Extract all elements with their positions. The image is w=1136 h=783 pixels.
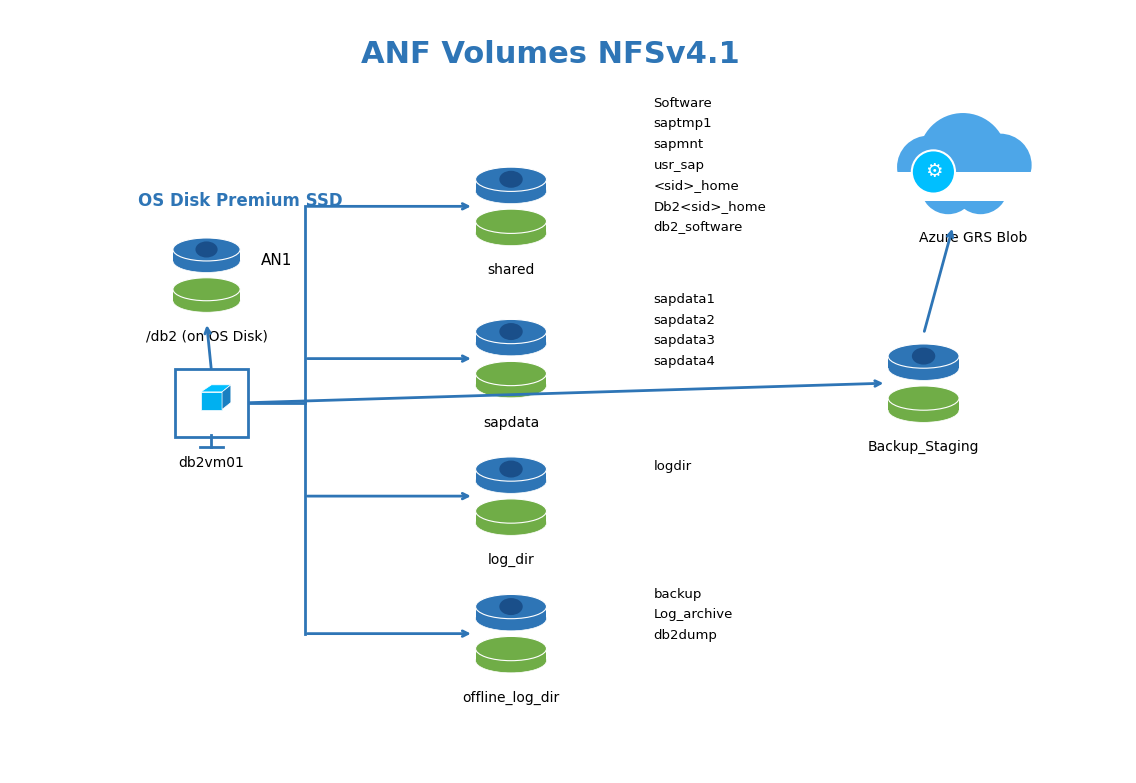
Ellipse shape <box>476 167 546 191</box>
Text: sapmnt: sapmnt <box>653 138 703 151</box>
Text: saptmp1: saptmp1 <box>653 117 712 130</box>
Ellipse shape <box>476 319 546 344</box>
Polygon shape <box>476 222 546 233</box>
Ellipse shape <box>195 241 218 258</box>
Polygon shape <box>476 469 546 482</box>
Ellipse shape <box>173 250 240 272</box>
Ellipse shape <box>476 457 546 482</box>
Ellipse shape <box>476 637 546 661</box>
Polygon shape <box>476 607 546 619</box>
Ellipse shape <box>476 373 546 398</box>
Ellipse shape <box>912 348 935 365</box>
Text: sapdata4: sapdata4 <box>653 355 716 368</box>
Text: usr_sap: usr_sap <box>653 159 704 171</box>
Ellipse shape <box>476 209 546 233</box>
Text: Azure GRS Blob: Azure GRS Blob <box>919 231 1027 245</box>
Text: Log_archive: Log_archive <box>653 608 733 622</box>
Polygon shape <box>476 648 546 661</box>
Text: AN1: AN1 <box>260 253 292 268</box>
Text: sapdata1: sapdata1 <box>653 293 716 306</box>
Ellipse shape <box>888 386 959 410</box>
Ellipse shape <box>476 511 546 536</box>
Text: <sid>_home: <sid>_home <box>653 179 740 192</box>
Circle shape <box>912 150 955 193</box>
Ellipse shape <box>476 331 546 355</box>
Text: offline_log_dir: offline_log_dir <box>462 691 560 705</box>
FancyBboxPatch shape <box>175 369 248 437</box>
Ellipse shape <box>500 323 523 340</box>
Polygon shape <box>173 250 240 261</box>
Circle shape <box>920 159 976 215</box>
Ellipse shape <box>500 171 523 188</box>
Polygon shape <box>476 331 546 344</box>
Ellipse shape <box>476 648 546 673</box>
Ellipse shape <box>476 469 546 493</box>
Ellipse shape <box>476 594 546 619</box>
Text: sapdata3: sapdata3 <box>653 334 716 348</box>
Ellipse shape <box>888 344 959 368</box>
Ellipse shape <box>476 222 546 246</box>
Polygon shape <box>889 172 1036 201</box>
Circle shape <box>919 113 1008 201</box>
Text: db2_software: db2_software <box>653 221 743 233</box>
Text: logdir: logdir <box>653 460 692 473</box>
Text: sapdata2: sapdata2 <box>653 314 716 327</box>
Text: db2vm01: db2vm01 <box>178 456 244 471</box>
Text: OS Disk Premium SSD: OS Disk Premium SSD <box>137 193 342 211</box>
Text: Db2<sid>_home: Db2<sid>_home <box>653 200 767 213</box>
Text: shared: shared <box>487 263 535 277</box>
Polygon shape <box>476 179 546 191</box>
Text: log_dir: log_dir <box>487 553 534 567</box>
Text: ANF Volumes NFSv4.1: ANF Volumes NFSv4.1 <box>361 40 740 69</box>
Text: backup: backup <box>653 588 702 601</box>
Ellipse shape <box>173 278 240 301</box>
Ellipse shape <box>173 289 240 312</box>
Polygon shape <box>476 373 546 386</box>
Text: db2dump: db2dump <box>653 629 717 642</box>
Polygon shape <box>476 511 546 523</box>
Polygon shape <box>888 398 959 410</box>
Ellipse shape <box>888 356 959 381</box>
Text: Software: Software <box>653 97 712 110</box>
Polygon shape <box>201 392 222 410</box>
Ellipse shape <box>173 238 240 261</box>
Circle shape <box>953 159 1008 215</box>
Polygon shape <box>222 384 231 410</box>
Polygon shape <box>201 384 231 392</box>
Polygon shape <box>173 289 240 301</box>
Ellipse shape <box>476 499 546 523</box>
Text: /db2 (on OS Disk): /db2 (on OS Disk) <box>145 329 267 343</box>
Ellipse shape <box>500 598 523 615</box>
Text: sapdata: sapdata <box>483 416 540 430</box>
Text: ⚙: ⚙ <box>925 162 942 182</box>
Ellipse shape <box>500 460 523 478</box>
Ellipse shape <box>476 362 546 386</box>
Polygon shape <box>888 356 959 368</box>
Ellipse shape <box>888 398 959 422</box>
Circle shape <box>969 134 1031 197</box>
Circle shape <box>897 135 960 198</box>
Ellipse shape <box>476 607 546 631</box>
Text: Backup_Staging: Backup_Staging <box>868 440 979 454</box>
Ellipse shape <box>476 179 546 204</box>
